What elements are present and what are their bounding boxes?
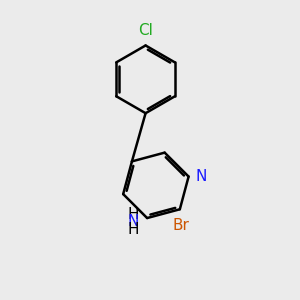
Text: H: H [128, 222, 139, 237]
Text: N: N [195, 169, 206, 184]
Text: N: N [128, 214, 139, 230]
Text: Cl: Cl [138, 23, 153, 38]
Text: H: H [128, 207, 139, 222]
Text: Br: Br [173, 218, 190, 232]
